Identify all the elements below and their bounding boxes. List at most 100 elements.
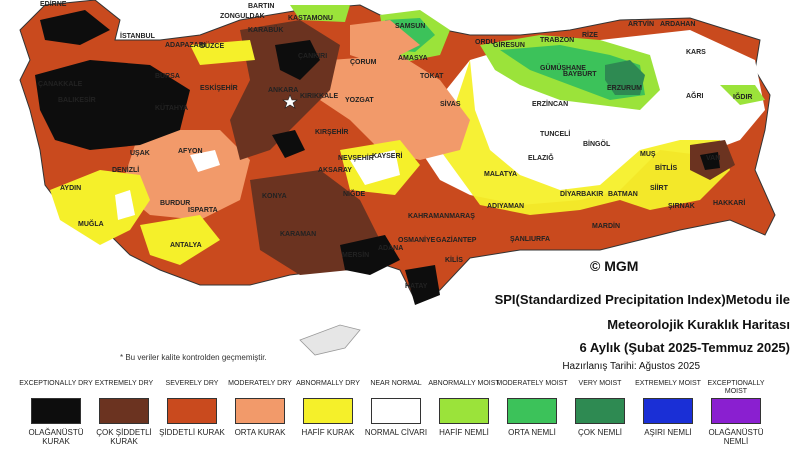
city-label: BALIKESİR [58, 96, 96, 104]
city-label: KARAMAN [280, 231, 316, 238]
legend-label-tr: ORTA NEMLİ [508, 428, 556, 437]
city-label: İSTANBUL [120, 32, 156, 40]
legend-label-en: MODERATELY DRY [228, 380, 292, 387]
zone-ne-moderately-moist [500, 45, 645, 100]
city-label: GÜMÜŞHANE [540, 63, 586, 72]
legend-swatch [575, 398, 625, 424]
city-label: AĞRI [686, 91, 704, 100]
map-prepared-date: Hazırlanış Tarihi: Ağustos 2025 [562, 361, 700, 372]
city-label: ERZURUM [607, 85, 642, 92]
legend-label-tr: ÇOK NEMLİ [577, 428, 622, 437]
legend-swatch [711, 398, 761, 424]
cyprus [299, 324, 361, 356]
legend-item: MODERATELY DRY ORTA KURAK [222, 380, 298, 437]
city-label: KAYSERİ [372, 152, 403, 160]
city-label: SİİRT [650, 184, 669, 192]
legend-label-en: ABNORMALLY MOIST [428, 380, 500, 387]
zone-ankara-south-black [272, 130, 305, 158]
city-label: ELAZIĞ [528, 153, 554, 162]
capital-star-icon [282, 94, 298, 109]
zone-west-moderately-dry [120, 130, 250, 220]
city-label: TOKAT [420, 73, 444, 80]
city-label: NİĞDE [343, 189, 366, 198]
city-label: TRABZON [540, 37, 574, 44]
city-label: GİRESUN [493, 41, 525, 49]
city-label: MERSİN [342, 251, 369, 259]
city-label: ŞANLIURFA [510, 236, 550, 243]
legend-label-en: MODERATELY MOIST [496, 380, 568, 387]
city-label: MALATYA [484, 171, 517, 178]
legend-label-tr: ORTA KURAK [234, 428, 286, 437]
legend-label-en: NEAR NORMAL [370, 380, 422, 387]
quality-note: * Bu veriler kalite kontrolden geçmemişt… [120, 353, 267, 362]
city-label: VAN [706, 155, 720, 162]
city-label: ADAPAZARI [165, 42, 206, 49]
legend-label-tr: OLAĞANÜSTÜ NEMLİ [708, 428, 764, 446]
city-label: BİTLİS [655, 164, 677, 172]
legend-item: EXTREMELY MOIST AŞIRI NEMLİ [630, 380, 706, 437]
city-label: SİVAS [440, 100, 461, 108]
city-label: GAZİANTEP [436, 236, 477, 244]
zone-mersin-black [340, 235, 400, 275]
zone-hatay-black [405, 265, 440, 305]
zone-kayseri-white [350, 150, 400, 185]
legend-swatch [99, 398, 149, 424]
city-label: KAHRAMANMARAŞ [408, 213, 475, 220]
city-label: AMASYA [398, 55, 428, 62]
city-label: AFYON [178, 148, 203, 155]
legend-label-tr: HAFİF KURAK [301, 428, 355, 437]
city-label: ŞIRNAK [668, 203, 695, 210]
legend-label-en: EXCEPTIONALLY MOIST [707, 380, 765, 395]
zone-van-black [700, 152, 720, 170]
city-label: KÜTAHYA [155, 103, 188, 112]
zone-east-yellow [440, 60, 730, 215]
zone-southwest-yellow [50, 170, 150, 245]
map-title-line2: Meteorolojik Kuraklık Haritası [607, 317, 790, 332]
legend: EXCEPTIONALLY DRY OLAĞANÜSTÜ KURAK EXTRE… [0, 380, 800, 450]
city-label: KARABÜK [248, 25, 283, 34]
city-label: ARTVİN [628, 20, 654, 28]
city-label: ISPARTA [188, 207, 218, 214]
city-label: SAMSUN [395, 23, 425, 30]
zone-afyon-white [190, 150, 220, 172]
city-label: ERZİNCAN [532, 100, 568, 108]
legend-label-en: EXTREMELY DRY [94, 380, 154, 387]
zone-erzurum-very-moist [605, 60, 645, 95]
city-label: YOZGAT [345, 97, 374, 104]
city-label: ARDAHAN [660, 21, 695, 28]
city-label: ANTALYA [170, 242, 202, 249]
city-label: OSMANİYE [398, 236, 436, 244]
city-label: BİNGÖL [583, 139, 611, 148]
legend-item: NEAR NORMAL NORMAL CİVARI [358, 380, 434, 437]
city-label: RİZE [582, 31, 598, 39]
legend-item: ABNORMALLY DRY HAFİF KURAK [290, 380, 366, 437]
city-label: KASTAMONU [288, 15, 333, 22]
copyright-mark: © MGM [590, 258, 639, 274]
city-label: MARDİN [592, 222, 620, 230]
legend-label-tr: NORMAL CİVARI [364, 428, 428, 437]
city-label: ORDU [475, 39, 496, 46]
zone-central-moderately-dry [320, 55, 470, 160]
legend-item: ABNORMALLY MOIST HAFİF NEMLİ [426, 380, 502, 437]
city-label: DİYARBAKIR [560, 190, 603, 198]
city-label: EDİRNE [40, 0, 67, 8]
city-label: AKSARAY [318, 167, 352, 174]
city-label: DENİZLİ [112, 166, 139, 174]
map-title-line1: SPI(Standardized Precipitation Index)Met… [494, 292, 790, 307]
zone-ankara-black [275, 40, 320, 80]
legend-label-tr: ÇOK ŞİDDETLİ KURAK [96, 428, 152, 446]
city-label: KİLİS [445, 256, 463, 264]
city-label: AYDIN [60, 185, 81, 192]
city-label: ADIYAMAN [487, 203, 524, 210]
legend-swatch [439, 398, 489, 424]
legend-label-en: ABNORMALLY DRY [296, 380, 360, 387]
city-label: IĞDIR [733, 92, 752, 101]
city-label: MUŞ [640, 151, 656, 158]
city-label: BURDUR [160, 200, 190, 207]
legend-swatch [507, 398, 557, 424]
city-label: ANKARA [268, 87, 298, 94]
city-label: ESKİŞEHİR [200, 84, 238, 92]
legend-item: VERY MOIST ÇOK NEMLİ [562, 380, 638, 437]
legend-label-en: EXTREMELY MOIST [635, 380, 701, 387]
zone-antalya-yellow [140, 215, 220, 265]
